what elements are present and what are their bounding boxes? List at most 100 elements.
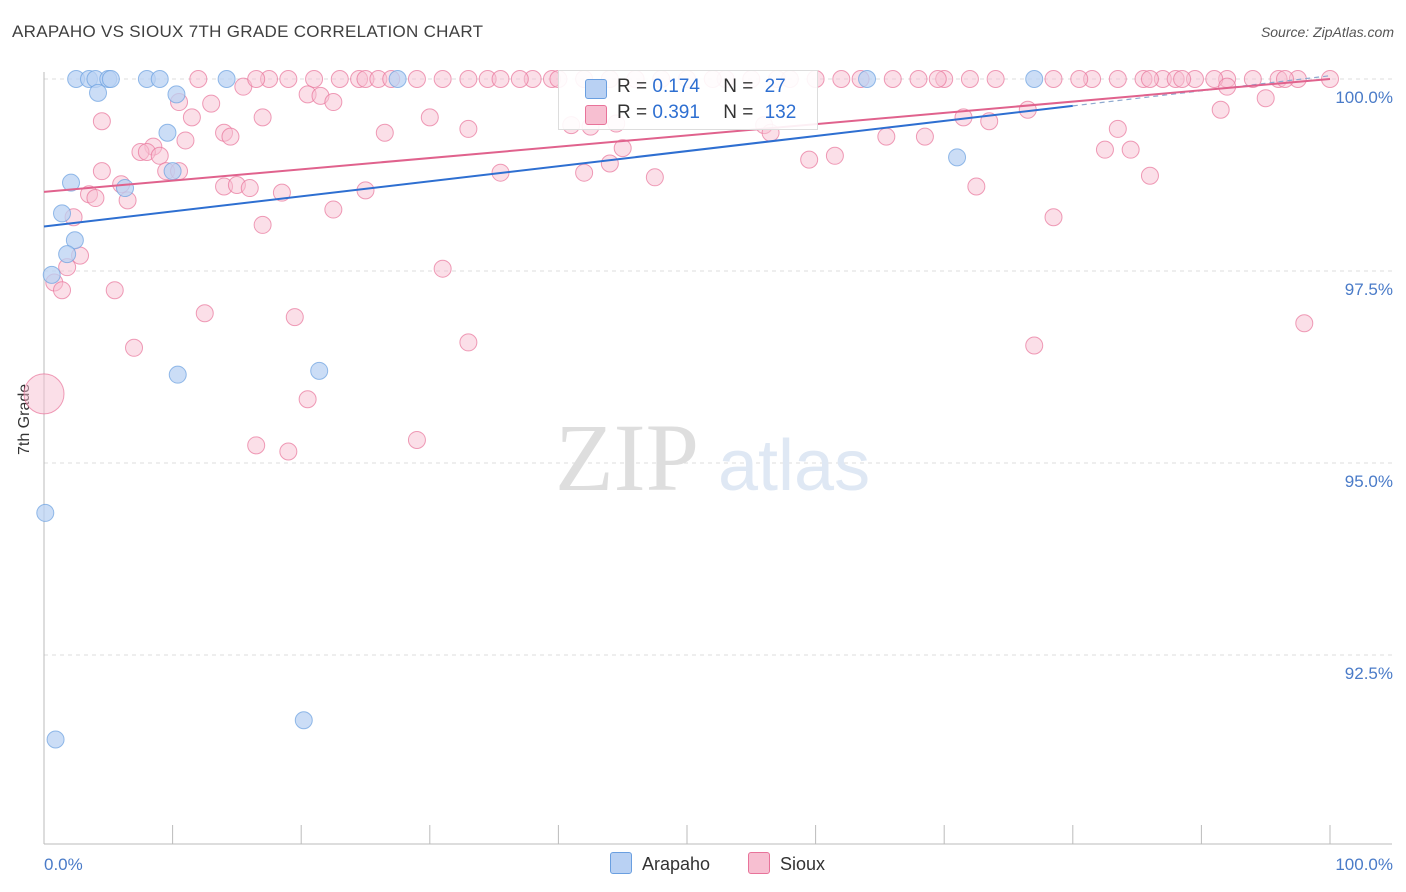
sioux-point xyxy=(645,168,664,187)
sioux-point xyxy=(1070,70,1089,88)
sioux-point xyxy=(298,390,317,409)
sioux-point xyxy=(125,338,144,357)
sioux-point xyxy=(915,127,934,146)
sioux-point xyxy=(407,70,426,88)
sioux-point xyxy=(960,70,979,88)
sioux-point xyxy=(305,70,324,88)
legend-r-label: R = xyxy=(617,76,653,97)
sioux-point xyxy=(909,70,928,88)
sioux-point xyxy=(247,70,266,88)
sioux-point xyxy=(1095,140,1114,159)
tick-label-layer: 92.5% 95.0% 97.5% 100.0% 0.0% 100.0% xyxy=(44,88,1393,874)
legend-n-label: N = xyxy=(723,76,759,97)
sioux-point xyxy=(420,108,439,127)
sioux-point xyxy=(1275,70,1294,88)
sioux-point xyxy=(1140,70,1159,88)
arapaho-point xyxy=(36,503,55,522)
point-layer xyxy=(23,70,1339,749)
sioux-point xyxy=(407,430,426,449)
sioux-point xyxy=(1211,100,1230,119)
sioux-point xyxy=(600,154,619,173)
bottom-legend-label: Sioux xyxy=(780,854,826,874)
legend-swatch-arapaho xyxy=(585,79,607,99)
arapaho-point xyxy=(1025,70,1044,88)
bottom-legend-label: Arapaho xyxy=(642,854,711,874)
sioux-point xyxy=(1025,336,1044,355)
source-credit: Source: ZipAtlas.com xyxy=(1260,24,1394,40)
sioux-point xyxy=(510,70,529,88)
sioux-point xyxy=(253,215,272,234)
sioux-point xyxy=(1044,208,1063,227)
sioux-point xyxy=(575,163,594,182)
y-tick-label: 100.0% xyxy=(1335,88,1393,107)
bottom-legend-arapaho: Arapaho xyxy=(610,852,710,875)
arapaho-point xyxy=(948,148,967,167)
x-tick-label: 0.0% xyxy=(44,855,83,874)
legend-r-value: 0.391 xyxy=(652,102,700,123)
sioux-point xyxy=(86,189,105,208)
sioux-point xyxy=(92,162,111,181)
sioux-point xyxy=(1108,119,1127,138)
arapaho-point xyxy=(858,70,877,88)
bottom-legend-sioux: Sioux xyxy=(748,852,825,875)
sioux-point xyxy=(279,70,298,88)
sioux-point xyxy=(1243,70,1262,88)
sioux-point xyxy=(330,70,349,88)
arapaho-point xyxy=(101,70,120,88)
sioux-point xyxy=(23,373,65,415)
arapaho-point xyxy=(294,711,313,730)
sioux-point xyxy=(825,146,844,165)
sioux-point xyxy=(459,333,478,352)
sioux-point xyxy=(433,259,452,278)
arapaho-point xyxy=(58,245,77,264)
sioux-point xyxy=(202,94,221,113)
legend-swatch-sioux xyxy=(585,105,607,125)
sioux-point xyxy=(1173,70,1192,88)
sioux-point xyxy=(877,127,896,146)
sioux-point xyxy=(986,70,1005,88)
x-tick-label: 100.0% xyxy=(1335,855,1393,874)
sioux-point xyxy=(189,70,208,88)
sioux-point xyxy=(182,108,201,127)
sioux-point xyxy=(928,70,947,88)
grid-layer xyxy=(44,78,1392,656)
sioux-point xyxy=(105,281,124,300)
arapaho-point xyxy=(158,123,177,142)
sioux-point xyxy=(247,436,266,455)
arapaho-point xyxy=(53,204,72,223)
sioux-point xyxy=(375,123,394,142)
sioux-point xyxy=(324,200,343,219)
sioux-point xyxy=(1256,89,1275,108)
arapaho-point xyxy=(150,70,169,88)
arapaho-point xyxy=(42,265,61,284)
sioux-point xyxy=(324,93,343,112)
sioux-point xyxy=(800,150,819,169)
arapaho-point xyxy=(167,85,186,104)
sioux-point xyxy=(1140,166,1159,185)
arapaho-point xyxy=(65,231,84,250)
sioux-point xyxy=(253,108,272,127)
y-tick-label: 95.0% xyxy=(1345,472,1393,491)
arapaho-point xyxy=(168,365,187,384)
sioux-point xyxy=(1121,140,1140,159)
sioux-point xyxy=(1295,314,1314,333)
watermark-atlas: atlas xyxy=(718,426,870,506)
y-tick-label: 92.5% xyxy=(1345,664,1393,683)
sioux-point xyxy=(832,70,851,88)
arapaho-point xyxy=(163,162,182,181)
sioux-point xyxy=(240,179,259,198)
sioux-point xyxy=(1108,70,1127,88)
sioux-point xyxy=(195,304,214,323)
axis-layer xyxy=(43,72,1392,845)
watermark-zip: ZIP xyxy=(555,404,699,511)
sioux-point xyxy=(285,308,304,327)
arapaho-point xyxy=(62,173,81,192)
arapaho-point xyxy=(89,83,108,102)
legend-r-label: R = xyxy=(617,102,653,123)
sioux-point xyxy=(272,183,291,202)
legend-n-value: 27 xyxy=(764,76,786,97)
arapaho-point xyxy=(46,730,65,749)
bottom-legend-swatch-sioux xyxy=(748,852,770,874)
sioux-point xyxy=(92,112,111,131)
